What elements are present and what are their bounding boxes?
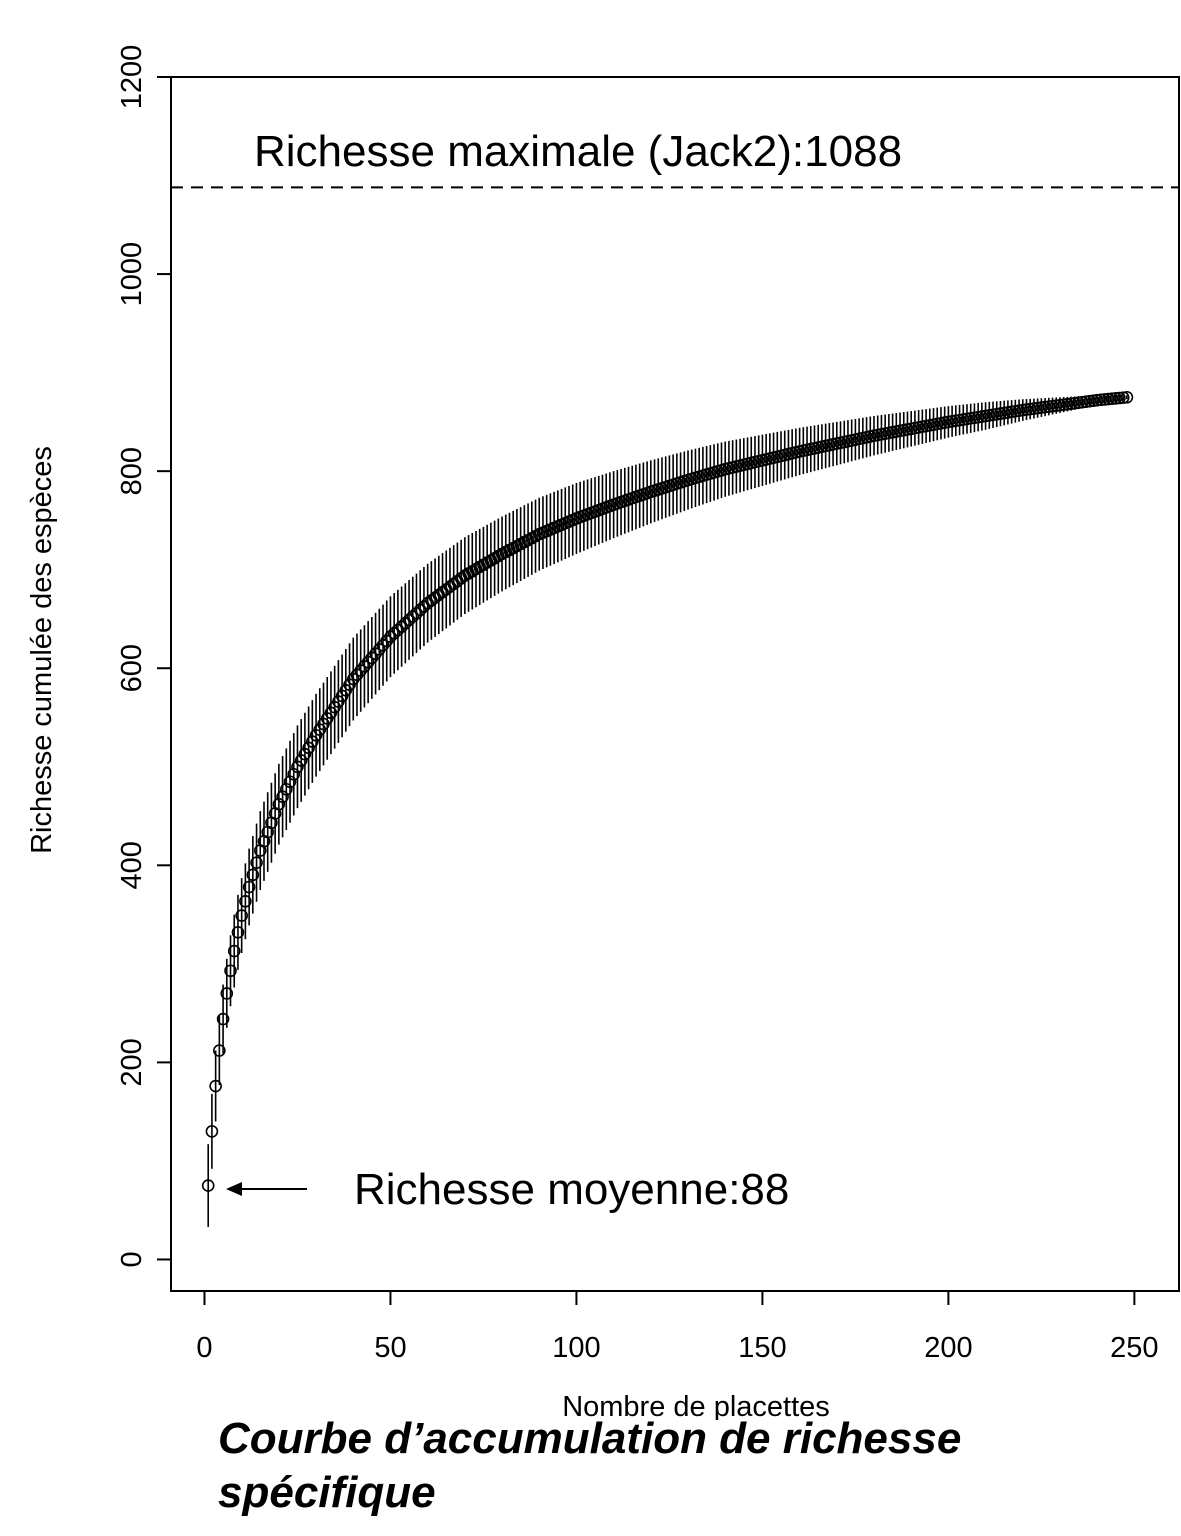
x-tick-label: 200	[924, 1332, 972, 1364]
data-point	[380, 634, 394, 648]
data-point	[201, 1179, 215, 1192]
data-point	[302, 741, 315, 755]
figure-caption: Courbe d’accumulation de richesse spécif…	[218, 1412, 1118, 1520]
data-point	[384, 630, 397, 644]
data-point	[205, 1125, 219, 1138]
x-tick-label: 100	[552, 1332, 600, 1364]
data-point	[272, 797, 286, 811]
data-point	[413, 603, 427, 617]
data-point	[395, 620, 408, 633]
data-point	[387, 627, 401, 640]
data-point	[242, 880, 256, 894]
data-point	[369, 647, 382, 660]
data-point	[358, 660, 371, 673]
data-point	[287, 767, 301, 781]
x-tick-label: 0	[196, 1332, 212, 1364]
data-point	[235, 909, 248, 922]
data-point	[372, 643, 386, 656]
data-point	[227, 944, 241, 958]
mean-richness-annotation: Richesse moyenne:88	[226, 1165, 789, 1214]
x-tick-label: 250	[1110, 1332, 1158, 1364]
y-axis-title: Richesse cumulée des espèces	[26, 446, 58, 854]
x-tick-label: 150	[738, 1332, 786, 1364]
species-accumulation-chart: 0 50 100 150 200 250 0 200 400 600 800 1000 1200 Ri…	[26, 45, 1180, 1420]
data-point	[231, 926, 245, 939]
y-tick-label: 200	[116, 1038, 148, 1086]
caption-line-1: Courbe d’accumulation de richesse	[218, 1414, 962, 1463]
data-point	[239, 894, 252, 908]
y-tick-label: 800	[116, 447, 148, 495]
y-tick-label: 1000	[116, 242, 148, 307]
plot-area-frame	[170, 76, 1180, 1292]
data-point	[376, 638, 390, 652]
data-point	[1120, 390, 1134, 404]
data-point	[410, 606, 423, 620]
data-point	[250, 856, 263, 869]
x-tick-label: 50	[374, 1332, 406, 1364]
data-point	[294, 754, 308, 767]
data-point	[417, 600, 431, 613]
caption-line-2: spécifique	[218, 1468, 436, 1517]
data-point	[399, 616, 412, 630]
x-axis-title: Nombre de placettes	[562, 1391, 830, 1420]
data-point	[365, 651, 379, 665]
y-tick-label: 400	[116, 841, 148, 889]
data-point	[216, 1012, 230, 1026]
data-point	[224, 964, 237, 978]
data-point	[350, 668, 364, 682]
data-point	[298, 747, 312, 761]
mean-richness-label: Richesse moyenne:88	[354, 1165, 789, 1214]
y-tick-label: 0	[116, 1251, 148, 1267]
data-point	[276, 790, 289, 804]
data-point	[346, 672, 360, 686]
data-point	[209, 1079, 222, 1093]
data-point	[246, 868, 260, 882]
data-point	[361, 655, 375, 669]
data-point	[283, 775, 297, 789]
max-richness-label: Richesse maximale (Jack2):1088	[254, 127, 902, 176]
data-point	[1116, 391, 1130, 404]
data-point	[406, 610, 420, 623]
data-point	[213, 1044, 226, 1057]
arrow-head-icon	[226, 1182, 242, 1196]
data-point	[391, 623, 405, 637]
data-point	[291, 760, 304, 774]
y-tick-label: 1200	[116, 45, 148, 110]
data-point	[306, 735, 319, 748]
data-point	[354, 664, 367, 677]
data-point	[1113, 391, 1126, 405]
y-tick-label: 600	[116, 644, 148, 692]
data-point	[220, 987, 234, 1000]
data-point	[402, 613, 416, 627]
data-point	[280, 782, 293, 796]
